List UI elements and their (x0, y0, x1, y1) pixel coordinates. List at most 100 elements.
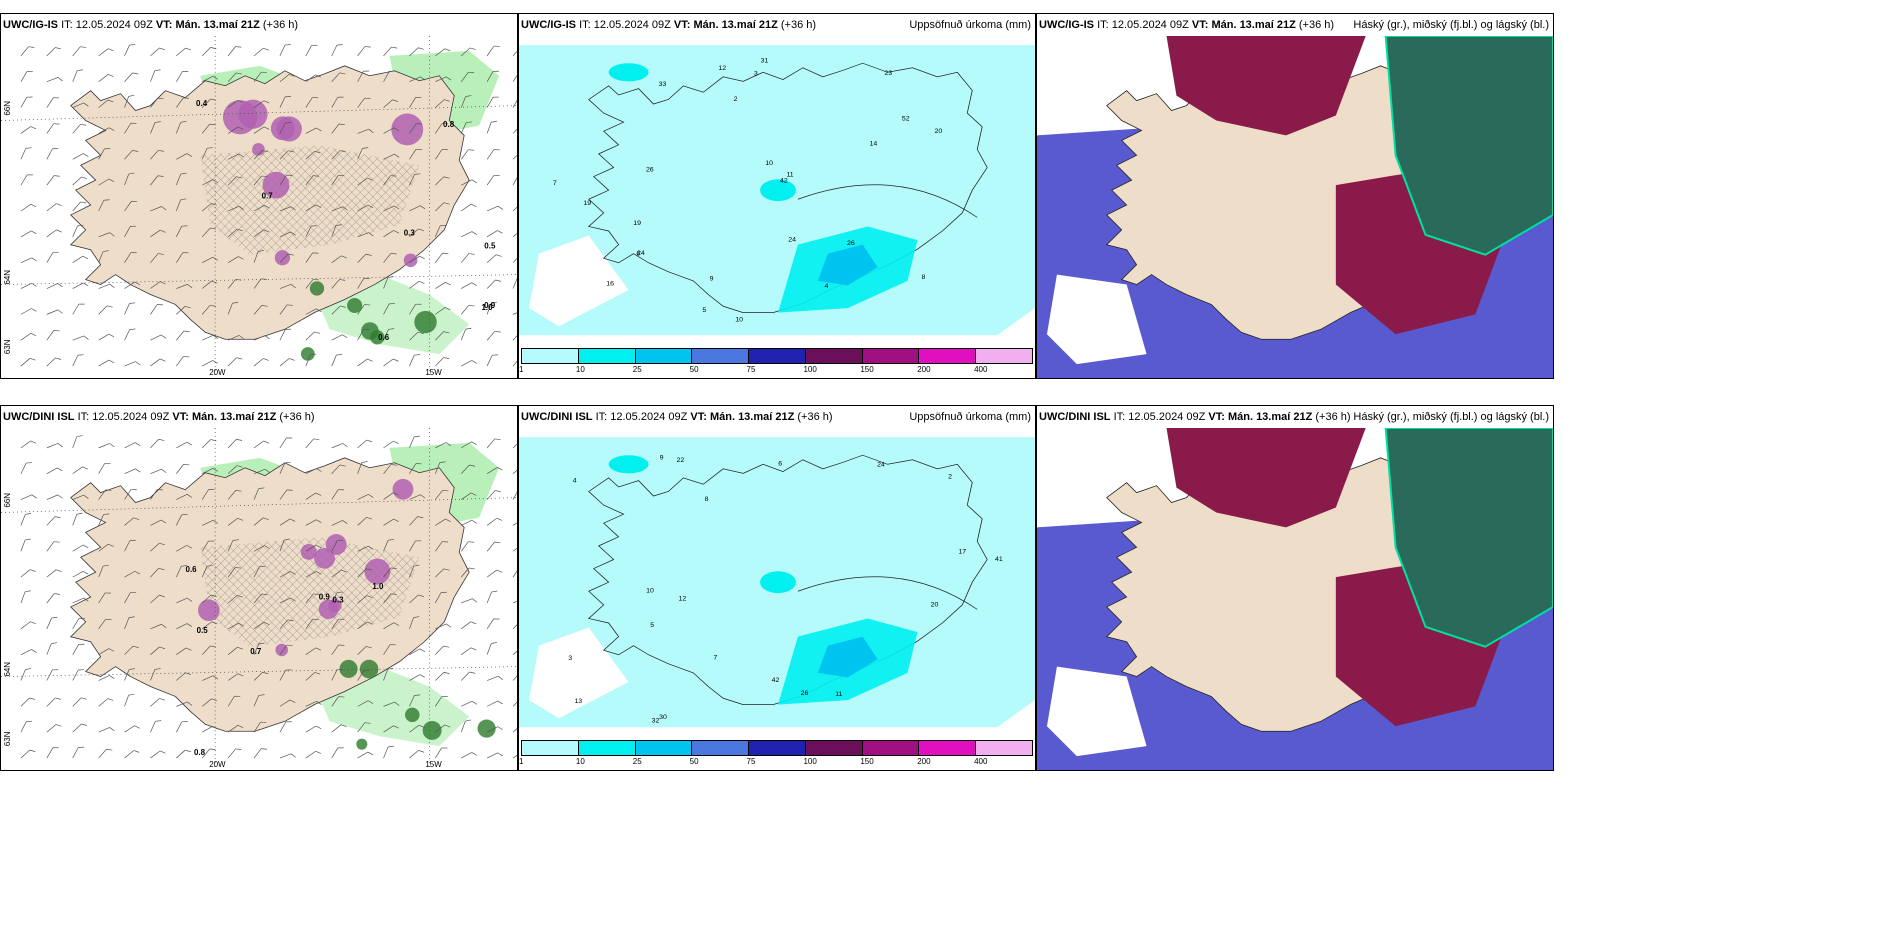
wind-barb (305, 492, 322, 500)
legend-ticks: 1 10 25 50 75 100 150 200 400 (519, 365, 1033, 377)
wind-barb (150, 69, 161, 82)
panel-header: UWC/IG-IS IT: 12.05.2024 09Z VT: Mán. 13… (519, 14, 1035, 36)
wind-barb (357, 722, 371, 733)
precip-value: 41 (995, 556, 1003, 563)
wind-barb (98, 543, 114, 552)
wind-barb (383, 518, 399, 526)
wind-barb (409, 97, 422, 108)
wind-barb (124, 442, 141, 449)
wind-barb (124, 468, 141, 475)
wind-barb (460, 47, 476, 57)
panel-header: UWC/DINI ISL IT: 12.05.2024 09Z VT: Mán.… (519, 406, 1035, 428)
precip-value: 32 (652, 718, 660, 725)
legend-tick: 50 (689, 365, 699, 374)
wind-barb (461, 621, 477, 630)
legend-swatch (635, 741, 693, 755)
contour-line (797, 576, 978, 610)
precip-value: 20 (931, 602, 939, 609)
wind-barb (460, 253, 475, 263)
wind-barb (176, 647, 192, 655)
wind-barb (98, 199, 110, 212)
rain-blob (347, 297, 363, 314)
wind-barb (46, 593, 61, 604)
wind-barb (98, 513, 110, 526)
wind-barb (357, 568, 372, 578)
wind-barb (201, 304, 216, 315)
wind-barb (305, 468, 322, 475)
wind-barb (98, 648, 115, 655)
wind-barb (202, 468, 218, 475)
wind-barb (72, 176, 88, 186)
legend-swatch (862, 349, 920, 363)
wind-barb (150, 206, 167, 212)
wind-barb (486, 438, 501, 449)
lead-time: (+36 h) (1298, 19, 1335, 31)
wind-barb (98, 48, 114, 57)
wind-barb (253, 621, 270, 630)
wind-barb (279, 571, 296, 578)
wind-barb (331, 747, 344, 759)
wind-barb (176, 305, 191, 315)
init-time-label: IT: (61, 19, 73, 31)
wind-barb (98, 698, 114, 707)
wind-barb (253, 358, 269, 367)
rain-blob (477, 719, 496, 738)
precip-value: 7 (713, 655, 717, 662)
init-time-label: IT: (1113, 411, 1126, 423)
panel-header: UWC/IG-IS IT: 12.05.2024 09Z VT: Mán. 13… (1037, 14, 1553, 36)
wind-barb (461, 598, 478, 604)
wind-barb (98, 592, 111, 604)
wind-barb (46, 642, 58, 655)
wind-barb (512, 597, 517, 604)
wind-barb (357, 545, 374, 552)
wind-barb (279, 644, 293, 655)
wind-barb (486, 490, 501, 500)
wind-barb (409, 303, 422, 315)
wind-barb (409, 47, 424, 57)
precip-value: 8 (705, 496, 709, 503)
wind-barb (383, 99, 399, 108)
rain-value: 0.9 (484, 301, 496, 310)
wind-barb (150, 253, 164, 263)
wind-barb (227, 517, 244, 526)
wind-barb (253, 593, 268, 604)
wind-barb (305, 438, 320, 449)
wind-barb (98, 564, 109, 578)
iceland-outline (587, 62, 988, 313)
wind-barb (150, 97, 164, 108)
init-time: 12.05.2024 09Z (92, 411, 170, 423)
wind-barb (202, 725, 218, 733)
wind-barb (72, 153, 89, 160)
precip-value: 12 (678, 596, 686, 603)
wind-barb (253, 487, 265, 500)
precip-blob (300, 543, 317, 560)
clear-sky (1046, 274, 1147, 365)
wind-barb (46, 252, 59, 263)
precip-value: 26 (801, 690, 809, 697)
wind-barb (305, 175, 319, 186)
wind-barb (253, 545, 270, 552)
precip-blob (274, 250, 291, 266)
wind-barb (409, 205, 426, 212)
panel-header: UWC/DINI ISL IT: 12.05.2024 09Z VT: Mán.… (1, 406, 517, 428)
rain-blob (356, 738, 368, 750)
wind-barb (357, 439, 373, 449)
wind-barb (20, 333, 37, 341)
rain-value: 0.8 (194, 748, 206, 757)
lat-label: 63N (3, 339, 12, 354)
wind-barb (124, 225, 137, 237)
rain-blob (309, 281, 325, 296)
wind-barb (512, 124, 517, 134)
wind-barb (201, 203, 218, 212)
precip-value: 24 (877, 462, 885, 469)
wind-barb (512, 331, 517, 341)
rain-blob (405, 707, 420, 723)
wind-barb (383, 667, 394, 681)
precip-value: 42 (780, 178, 788, 185)
wind-barb (486, 541, 501, 552)
contour-line (797, 184, 978, 218)
legend-tick: 10 (575, 365, 585, 374)
wind-barb (98, 618, 112, 630)
wind-barb (253, 250, 264, 263)
wind-barb (357, 128, 374, 134)
